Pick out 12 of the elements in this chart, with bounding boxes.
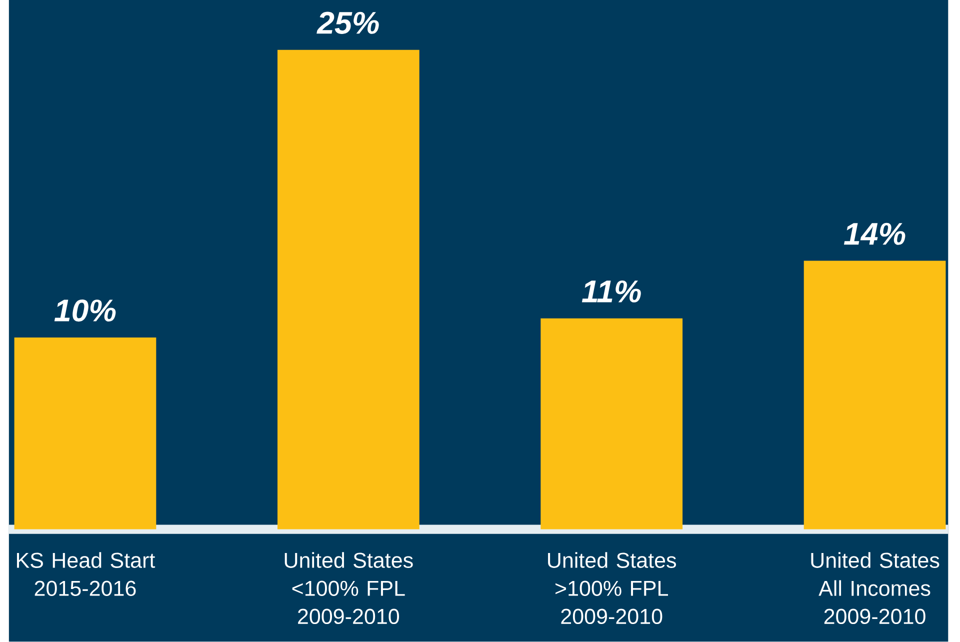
data-label: 25% [316,12,379,34]
bar [804,260,946,530]
x-tick-label: KS Head Start 2015-2016 [17,552,156,596]
bar [277,50,420,530]
bar [540,318,683,530]
bar [14,338,156,530]
data-label: 14% [844,223,906,245]
data-label: 11% [582,280,641,303]
x-tick-label: United States >100% FPL 2009-2010 [548,552,676,624]
x-tick-label: United States <100% FPL 2009-2010 [284,552,413,624]
x-tick-label: United States All Incomes 2009-2010 [811,552,940,624]
data-label: 10% [54,300,116,322]
